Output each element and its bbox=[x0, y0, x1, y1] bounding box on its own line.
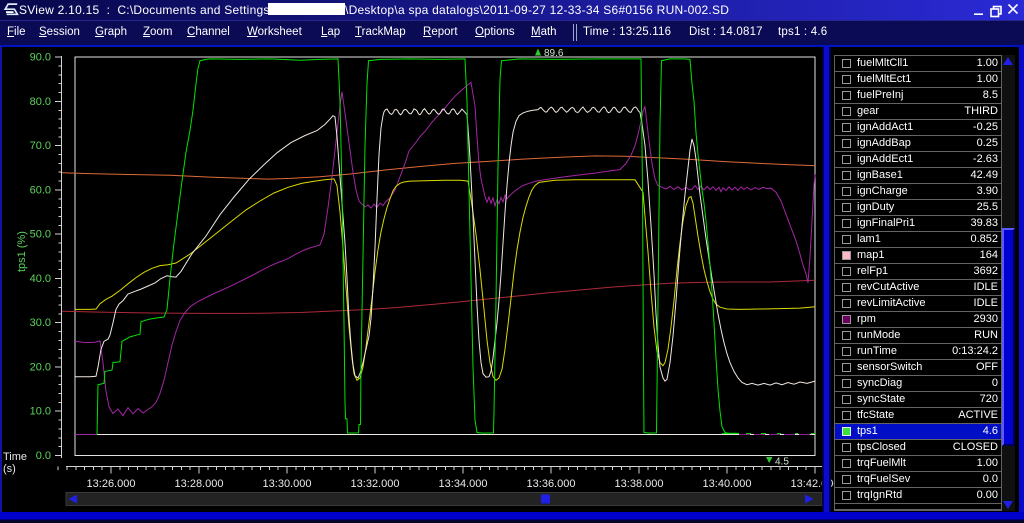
svg-text:13:38.000: 13:38.000 bbox=[615, 478, 664, 490]
svg-text:4.5: 4.5 bbox=[775, 457, 789, 468]
svg-text:13:32.000: 13:32.000 bbox=[351, 478, 400, 490]
svg-text:13:34.000: 13:34.000 bbox=[439, 478, 488, 490]
svg-text:0.0: 0.0 bbox=[36, 450, 51, 462]
svg-text:13:42.000: 13:42.000 bbox=[791, 478, 840, 490]
svg-text:50.0: 50.0 bbox=[30, 229, 51, 241]
svg-text:30.0: 30.0 bbox=[30, 317, 51, 329]
svg-text:89.6: 89.6 bbox=[544, 48, 564, 59]
svg-text:10.0: 10.0 bbox=[30, 406, 51, 418]
svg-text:70.0: 70.0 bbox=[30, 140, 51, 152]
svg-text:(s): (s) bbox=[3, 463, 16, 475]
svg-text:20.0: 20.0 bbox=[30, 362, 51, 374]
svg-text:13:28.000: 13:28.000 bbox=[175, 478, 224, 490]
svg-text:40.0: 40.0 bbox=[30, 273, 51, 285]
svg-text:60.0: 60.0 bbox=[30, 184, 51, 196]
svg-text:13:40.000: 13:40.000 bbox=[703, 478, 752, 490]
svg-text:tps1 (%): tps1 (%) bbox=[16, 231, 28, 272]
svg-text:90.0: 90.0 bbox=[30, 52, 51, 64]
svg-text:13:36.000: 13:36.000 bbox=[527, 478, 576, 490]
svg-text:13:30.000: 13:30.000 bbox=[263, 478, 312, 490]
svg-text:Time: Time bbox=[3, 451, 27, 463]
svg-text:13:26.000: 13:26.000 bbox=[87, 478, 136, 490]
svg-text:80.0: 80.0 bbox=[30, 96, 51, 108]
